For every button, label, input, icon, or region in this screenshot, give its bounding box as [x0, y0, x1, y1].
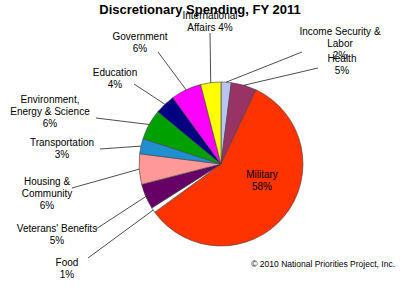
leader-line: [244, 68, 318, 85]
labels: Income Security &Labor2%Health5%Military…: [10, 10, 381, 280]
leader-line: [210, 33, 212, 83]
slices: [139, 82, 303, 246]
category-label: Military: [246, 169, 278, 180]
category-label: Affairs 4%: [187, 22, 233, 33]
value-label: 5%: [50, 235, 65, 246]
leader-line: [88, 210, 153, 258]
category-label: Health: [328, 53, 357, 64]
category-label: Income Security &: [299, 26, 380, 37]
category-label-line: Environment,: [21, 94, 80, 105]
annotation: © 2010 National Priorities Project, Inc.: [251, 259, 395, 269]
value-label: 3%: [55, 149, 70, 160]
pie-slice: [201, 82, 221, 164]
category-label: Energy & Science: [10, 106, 90, 117]
background: [0, 0, 400, 304]
category-label: Veterans' Benefits: [17, 223, 97, 234]
category-label: Transportation: [30, 137, 94, 148]
value-label: 4%: [108, 79, 123, 90]
category-label-line: Income Security &: [299, 26, 380, 37]
leader-line: [96, 118, 149, 125]
category-label-line: Veterans' Benefits: [17, 223, 97, 234]
category-label: International: [182, 10, 237, 21]
leader-line: [134, 84, 165, 104]
category-label-line: Food: [56, 257, 79, 268]
value-label: 58%: [252, 181, 272, 192]
category-label: Housing &: [24, 176, 70, 187]
category-label-line: Transportation: [30, 137, 94, 148]
category-label-line: Education: [93, 67, 137, 78]
value-label: 5%: [335, 65, 350, 76]
category-label-line: Affairs: [187, 22, 215, 33]
value-label: 6%: [43, 118, 58, 129]
category-label: Labor: [327, 38, 353, 49]
category-label-line: Energy & Science: [10, 106, 90, 117]
category-label-line: Community: [22, 188, 73, 199]
category-label: Government: [112, 31, 167, 42]
leader-line: [72, 169, 139, 188]
value-label: 1%: [60, 269, 75, 280]
value-label: 6%: [133, 43, 148, 54]
leader-line: [226, 52, 302, 82]
value-label: 4%: [215, 22, 232, 33]
category-label-line: Health: [328, 53, 357, 64]
leader-line: [158, 52, 186, 90]
category-label: Education: [93, 67, 137, 78]
chart: Discretionary Spending, FY 2011Income Se…: [0, 0, 400, 304]
value-label: 6%: [40, 200, 55, 211]
category-label-line: Government: [112, 31, 167, 42]
category-label: Environment,: [21, 94, 80, 105]
category-label: Food: [56, 257, 79, 268]
category-label: Community: [22, 188, 73, 199]
leader-line: [100, 146, 141, 149]
category-label-line: Housing &: [24, 176, 70, 187]
category-label-line: International: [182, 10, 237, 21]
leader-line: [96, 197, 146, 229]
category-label-line: Labor: [327, 38, 353, 49]
category-label-line: Military: [246, 169, 278, 180]
